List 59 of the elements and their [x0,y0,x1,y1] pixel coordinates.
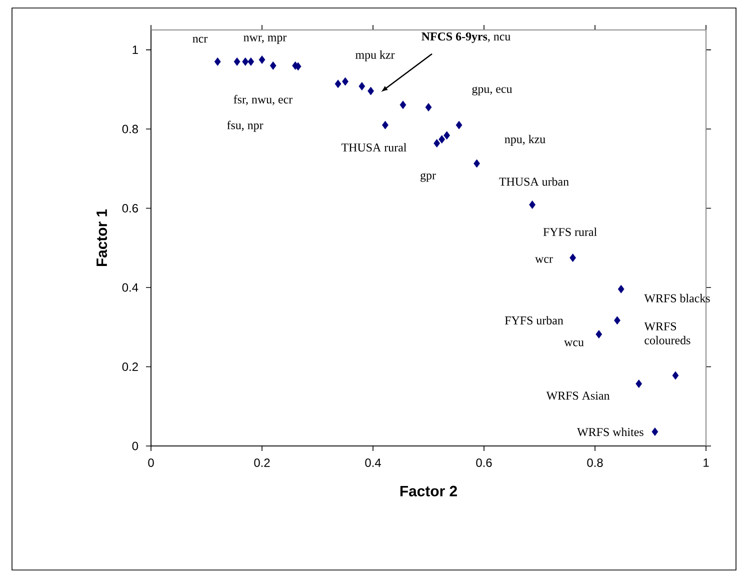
point [270,61,276,70]
y-tick-label: 1 [132,46,138,54]
x-tick-label: 0 [148,458,154,467]
point [614,316,620,325]
annotation: ncr [192,36,208,43]
point [672,371,679,380]
annotation: fsu, npr [227,120,264,132]
annotation: npu, kzu [504,134,546,146]
y-tick-label: 0.8 [122,124,138,134]
point [438,135,446,144]
x-axis-title: Factor 2 [400,486,457,496]
point [434,139,440,148]
point [234,57,240,66]
point [596,330,602,338]
point [636,380,642,388]
point [334,80,342,88]
y-tick-label: 0.4 [122,283,138,292]
point [570,254,576,262]
x-tick-label: 0.2 [254,458,270,467]
annotation: wcu [564,340,584,346]
point [342,77,348,86]
annotation: WRFS blacks [644,294,710,302]
y-tick-label: 0.6 [122,204,138,212]
point [529,200,536,209]
annotation: mpu kzr [356,50,395,62]
annotation: wcr [535,257,553,263]
annotation: NFCS 6-9yrs, ncu [422,32,510,43]
point [242,57,249,66]
annotation: THUSA rural [342,143,406,152]
point [618,284,624,294]
point [400,100,406,110]
annotation: WRFS whites [577,428,644,436]
annotation: FYFS urban [504,316,564,324]
x-tick-label: 1 [704,458,709,467]
annotation: fsr, nwu, ecr [234,94,293,106]
point [444,131,450,140]
y-axis-title: Factor 1 [96,209,108,266]
annotation: WRFS Asian [546,392,610,400]
x-tick-label: 0.4 [365,458,381,467]
point [368,86,374,96]
point [456,120,462,130]
point [358,82,366,90]
annotation: FYFS rural [543,228,597,236]
point [258,56,266,64]
annotation: WRFS coloureds [644,322,690,344]
annotation: gpu, ecu [472,86,512,96]
point [214,57,221,66]
annotation: THUSA urban [499,177,569,186]
y-tick-label: 0.2 [122,362,138,371]
point [248,57,254,66]
point [382,120,388,130]
point [652,428,658,436]
point [425,103,432,112]
annotation: nwr, mpr [244,36,287,44]
y-tick-label: 0 [132,442,138,450]
point [474,159,480,168]
annotation: gpr [420,173,436,182]
x-tick-label: 0.8 [587,458,603,467]
x-tick-label: 0.6 [476,458,492,467]
